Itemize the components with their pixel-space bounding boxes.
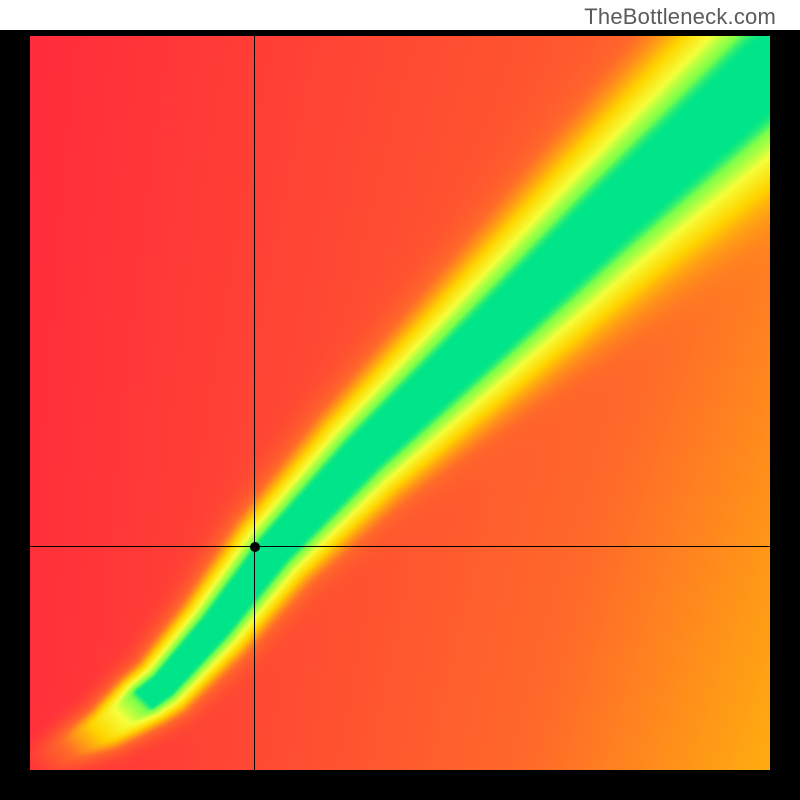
frame-bottom bbox=[0, 770, 800, 800]
crosshair-marker bbox=[250, 542, 260, 552]
watermark-text: TheBottleneck.com bbox=[584, 4, 776, 30]
crosshair-vertical bbox=[254, 36, 255, 770]
frame-right bbox=[770, 30, 800, 800]
crosshair-horizontal bbox=[30, 546, 770, 547]
frame-left bbox=[0, 30, 30, 800]
heatmap-canvas bbox=[30, 36, 770, 770]
chart-container: TheBottleneck.com bbox=[0, 0, 800, 800]
